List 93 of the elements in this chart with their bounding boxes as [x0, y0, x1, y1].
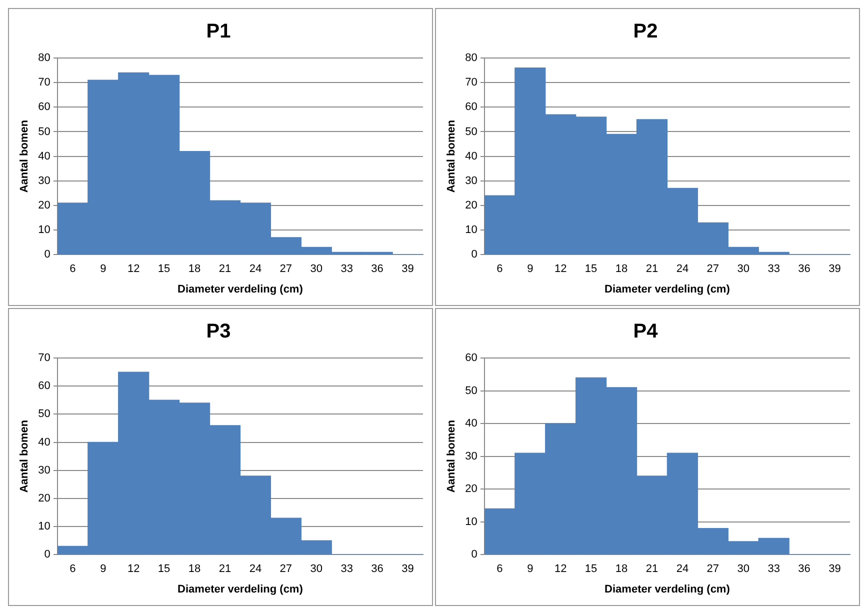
- y-tick-label: 10: [465, 224, 478, 236]
- y-tick-label: 40: [38, 150, 50, 162]
- x-tick-label: 27: [280, 263, 292, 276]
- y-tick-label: 30: [465, 450, 478, 462]
- x-tick-label: 18: [615, 563, 628, 576]
- x-tick-label: 30: [737, 263, 750, 276]
- x-tick-label: 30: [310, 263, 322, 276]
- x-tick-label: 27: [706, 563, 720, 576]
- x-tick-label: 6: [70, 263, 76, 276]
- x-tick-label: 33: [340, 563, 353, 576]
- x-tick-label: 24: [249, 263, 262, 276]
- x-tick-label: 21: [646, 263, 658, 276]
- x-tick-label: 39: [402, 563, 414, 576]
- x-tick-label: 24: [249, 563, 262, 576]
- x-tick-label: 24: [676, 563, 689, 576]
- x-tick-label: 9: [527, 263, 534, 276]
- y-axis-title: Aantal bomen: [18, 420, 31, 493]
- y-tick-label: 70: [465, 76, 478, 89]
- chart-title: P3: [206, 320, 231, 343]
- y-tick-label: 70: [38, 352, 50, 364]
- y-tick-label: 80: [38, 52, 50, 64]
- x-tick-label: 18: [188, 563, 201, 576]
- x-axis-title: Diameter verdeling (cm): [178, 583, 304, 596]
- y-tick-label: 0: [44, 248, 50, 261]
- x-tick-label: 33: [768, 263, 780, 276]
- x-tick-label: 21: [646, 563, 658, 576]
- x-axis-title: Diameter verdeling (cm): [604, 283, 730, 296]
- y-tick-label: 40: [465, 418, 478, 430]
- y-tick-label: 20: [465, 199, 478, 212]
- y-tick-label: 30: [38, 464, 50, 476]
- x-tick-label: 33: [768, 563, 780, 576]
- x-tick-label: 9: [100, 263, 106, 276]
- x-tick-label: 15: [584, 563, 598, 576]
- y-tick-label: 40: [465, 150, 478, 162]
- y-tick-label: 20: [38, 492, 50, 504]
- y-tick-label: 20: [465, 483, 478, 496]
- x-tick-label: 30: [310, 563, 322, 576]
- x-tick-label: 18: [188, 263, 201, 276]
- x-tick-label: 12: [554, 263, 567, 276]
- y-tick-label: 50: [465, 384, 478, 397]
- x-axis-title: Diameter verdeling (cm): [178, 283, 304, 296]
- x-tick-label: 36: [371, 263, 384, 276]
- x-tick-label: 21: [218, 263, 232, 276]
- x-tick-label: 27: [280, 563, 292, 576]
- x-tick-label: 15: [158, 563, 170, 576]
- x-tick-label: 9: [527, 563, 534, 576]
- y-tick-label: 60: [38, 380, 50, 392]
- y-tick-label: 60: [38, 101, 50, 114]
- x-tick-label: 36: [798, 563, 810, 576]
- x-tick-label: 39: [828, 263, 841, 276]
- x-tick-label: 6: [70, 563, 76, 576]
- x-tick-label: 15: [158, 263, 170, 276]
- y-tick-label: 60: [465, 101, 478, 114]
- x-tick-label: 30: [737, 563, 750, 576]
- x-tick-label: 36: [371, 563, 384, 576]
- y-tick-label: 40: [38, 436, 50, 448]
- chart-title: P2: [633, 20, 658, 43]
- y-tick-label: 0: [44, 548, 50, 561]
- y-tick-label: 10: [38, 224, 50, 236]
- y-tick-label: 50: [465, 126, 478, 138]
- x-tick-label: 39: [402, 263, 414, 276]
- x-tick-label: 12: [554, 563, 567, 576]
- y-tick-label: 0: [471, 248, 478, 261]
- x-tick-label: 6: [496, 263, 503, 276]
- y-tick-label: 0: [471, 548, 478, 561]
- y-tick-label: 60: [465, 352, 478, 364]
- chart-title: P4: [633, 320, 659, 343]
- y-tick-label: 10: [38, 520, 50, 533]
- chart-title: P1: [206, 20, 231, 43]
- x-tick-label: 27: [706, 263, 720, 276]
- x-tick-label: 18: [615, 263, 628, 276]
- x-axis-title: Diameter verdeling (cm): [604, 583, 730, 596]
- y-tick-label: 20: [38, 199, 50, 212]
- y-axis-title: Aantal bomen: [446, 420, 458, 493]
- y-tick-label: 80: [465, 52, 478, 64]
- x-tick-label: 12: [127, 263, 140, 276]
- x-tick-label: 36: [798, 263, 810, 276]
- y-axis-title: Aantal bomen: [446, 120, 458, 193]
- x-tick-label: 21: [218, 563, 232, 576]
- x-tick-label: 9: [100, 563, 106, 576]
- x-tick-label: 33: [340, 263, 353, 276]
- y-tick-label: 30: [465, 174, 478, 187]
- x-tick-label: 24: [676, 263, 689, 276]
- x-tick-label: 39: [828, 563, 841, 576]
- y-tick-label: 50: [38, 126, 50, 138]
- y-tick-label: 10: [465, 516, 478, 528]
- y-axis-title: Aantal bomen: [18, 120, 31, 193]
- x-tick-label: 12: [127, 563, 140, 576]
- y-tick-label: 70: [38, 76, 50, 89]
- x-tick-label: 15: [584, 263, 598, 276]
- y-tick-label: 50: [38, 408, 50, 420]
- x-tick-label: 6: [496, 563, 503, 576]
- y-tick-label: 30: [38, 174, 50, 187]
